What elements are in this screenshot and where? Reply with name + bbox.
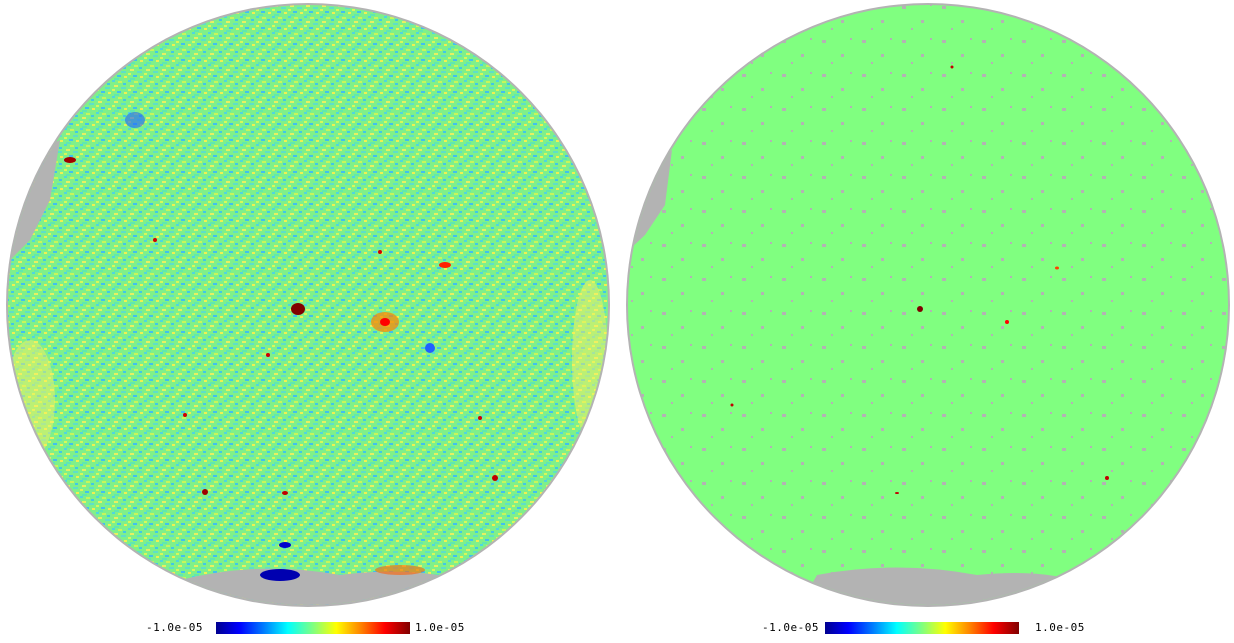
right-map-field [628,5,1228,605]
left-map-panel: -1.0e-05 1.0e-05 [0,3,617,636]
right-colorbar-min-label: -1.0e-05 [762,621,819,634]
left-colorbar-gradient [216,622,410,634]
left-map-field [8,5,608,605]
left-bright-source [291,303,305,315]
left-blue-feature [260,569,300,581]
right-map-panel: -1.0e-05 1.0e-05 [617,0,1234,643]
left-colorbar-min-label: -1.0e-05 [146,621,203,634]
right-colorbar: -1.0e-05 1.0e-05 [617,620,1234,636]
left-colorbar-max-label: 1.0e-05 [415,621,465,634]
right-orthographic-map [626,3,1230,607]
right-bright-source [917,306,923,312]
left-colorbar: -1.0e-05 1.0e-05 [0,620,617,636]
left-orthographic-map [6,3,610,607]
right-colorbar-gradient [825,622,1019,634]
right-colorbar-max-label: 1.0e-05 [1035,621,1085,634]
